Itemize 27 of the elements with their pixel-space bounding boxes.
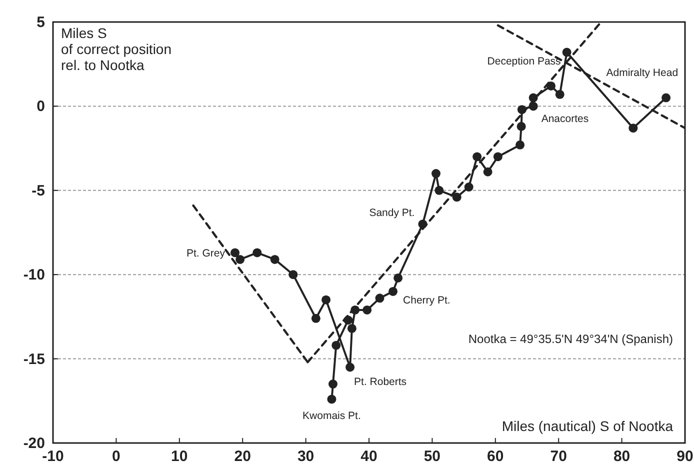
y-tick-label: 5 <box>36 14 45 31</box>
y-tick-label: -15 <box>23 350 45 368</box>
x-tick-label: 0 <box>112 448 120 465</box>
y-tick-label: -5 <box>32 182 45 200</box>
x-tick-label: 50 <box>424 448 441 465</box>
y-tick-label: 0 <box>36 98 45 116</box>
x-tick-label: 90 <box>676 448 694 465</box>
y-tick-label: -20 <box>23 435 45 452</box>
annotation: Pt. Grey <box>186 248 226 260</box>
x-tick-label: 60 <box>487 448 504 465</box>
annotation: Kwomais Pt. <box>302 410 361 422</box>
x-tick-label: 10 <box>171 448 188 465</box>
annotation: Admiralty Head <box>606 66 678 79</box>
annotation: Nootka = 49°35.5'N 49°34'N (Spanish) <box>468 332 673 346</box>
annotation: Anacortes <box>541 113 589 126</box>
y-axis-title: Miles S of correct position rel. to Nootka <box>61 25 172 73</box>
annotation: Pt. Roberts <box>354 376 407 388</box>
annotation: Cherry Pt. <box>403 294 450 306</box>
x-tick-label: 80 <box>613 448 630 465</box>
x-axis-title: Miles (nautical) S of Nootka <box>502 418 674 434</box>
x-tick-label: 40 <box>360 448 378 465</box>
annotation: Sandy Pt. <box>369 207 415 220</box>
x-tick-label: 30 <box>297 448 314 465</box>
y-tick-label: -10 <box>23 266 45 284</box>
x-tick-label: 70 <box>550 448 567 465</box>
annotation: Deception Pass <box>487 55 561 68</box>
x-tick-label: 20 <box>234 448 251 465</box>
